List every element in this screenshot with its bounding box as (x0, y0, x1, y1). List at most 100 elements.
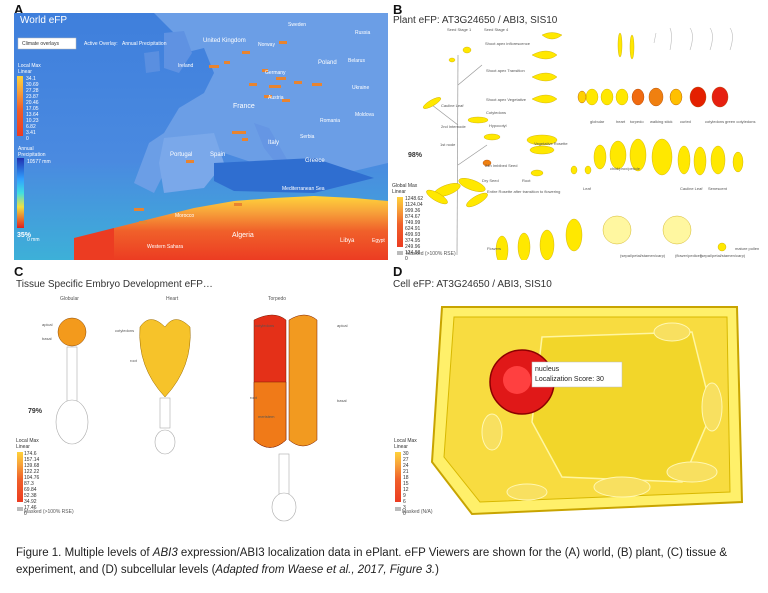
vacuole (531, 331, 713, 483)
diagram-label: Hypocotyl (489, 123, 507, 128)
map-land-italy (254, 123, 289, 171)
diagram-label: meristem (258, 414, 275, 419)
diagram-label: walking stick (650, 119, 673, 124)
diagram-label: Shoot apex Vegetative (486, 97, 527, 102)
diagram-label: (sepal/petal/stamen/carp) (700, 253, 746, 258)
legend-entry: 0 (24, 511, 27, 517)
diagram-label: Serbia (300, 134, 315, 140)
precipitation-legend-bar (17, 158, 24, 228)
cell-masked-label: Masked (N/A) (402, 509, 433, 515)
diagram-label: child/prox/petiole (610, 166, 641, 171)
diagram-label: globular (590, 119, 605, 124)
diagram-label: basal (337, 398, 347, 403)
diagram-label: Cauline Leaf (441, 103, 464, 108)
legend-entry: 9 (403, 493, 406, 499)
plant-legend-bar (397, 197, 403, 247)
organelles (481, 322, 723, 501)
legend-entry: 12 (403, 487, 409, 493)
diagram-label: France (233, 103, 255, 110)
legend-entry: 104.76 (24, 475, 40, 481)
figure-caption: Figure 1. Multiple levels of ABI3 expres… (16, 545, 756, 579)
diagram-label: 2nd Internode (441, 124, 466, 129)
cell-diagram[interactable] (392, 292, 754, 527)
legend-entry: 374.95 (405, 238, 421, 244)
map-sea-med (214, 158, 374, 193)
legend-entry: 27 (403, 457, 409, 463)
panel-letter-a: A (14, 2, 24, 17)
heart-suspensor (154, 397, 176, 455)
diagram-label: Cauline Leaf (680, 186, 703, 191)
local-max-legend-bar (17, 76, 23, 136)
diagram-label: Senescent (708, 186, 727, 191)
globular-embryo (57, 317, 87, 347)
diagram-label: Entire Rosette after transition to flowe… (487, 189, 561, 194)
diagram-label: root (130, 358, 137, 363)
diagram-label: Shoot apex Transition (486, 68, 525, 73)
legend-entry: 17.05 (26, 106, 39, 112)
embryo-stages (482, 86, 729, 167)
precip-min-label: 0 mm (27, 237, 40, 243)
legend-entry: 1124.04 (405, 202, 423, 208)
diagram-label: Seed Stage 1 (447, 27, 472, 32)
diagram-label: Ukraine (352, 85, 370, 91)
diagram-label: Algeria (232, 232, 254, 239)
diagram-label: heart (616, 119, 626, 124)
legend-entry: 30 (403, 451, 409, 457)
legend-entry: 13.64 (26, 112, 39, 118)
legend-entry: 3.41 (26, 130, 36, 136)
diagram-label: apical (42, 322, 53, 327)
diagram-label: (flower/pedicel) (675, 253, 703, 258)
diagram-label: Romania (320, 118, 341, 124)
legend-entry: 17.46 (24, 505, 37, 511)
diagram-label: Root (522, 178, 531, 183)
cell-legend-head: Local Max Linear (394, 438, 417, 450)
climate-overlays-button-label[interactable]: Climate overlays (22, 41, 59, 47)
diagram-label: Austria (268, 95, 284, 101)
diagram-label: (sepal/petal/stamen/carp) (620, 253, 666, 258)
embryo-legend-bar (17, 452, 23, 502)
diagram-label: basal (42, 336, 52, 341)
diagram-label: cotyledons (705, 119, 725, 124)
legend-entry: 23.87 (26, 94, 39, 100)
map-land-uk (164, 31, 192, 73)
precip-max-label: 10577 mm (27, 159, 51, 165)
legend-entry: 27.28 (26, 88, 39, 94)
world-map[interactable] (14, 13, 388, 260)
tissue-efp-title: Tissue Specific Embryo Development eFP… (16, 279, 213, 290)
diagram-label: curled (680, 119, 691, 124)
diagram-label: Italy (268, 140, 280, 146)
globular-suspensor (55, 346, 89, 445)
plant-efp-title: Plant eFP: AT3G24650 / ABI3, SIS10 (393, 15, 558, 26)
diagram-label: Ireland (178, 63, 194, 69)
diagram-label: Dry Seed (482, 178, 499, 183)
climate-overlays-button (17, 37, 77, 50)
torpedo-embryo-right (288, 314, 318, 447)
legend-entry: 249.96 (405, 244, 421, 250)
plant-efp-diagram[interactable] (392, 25, 754, 260)
seed-outlines (653, 27, 733, 51)
panel-letter-c: C (14, 264, 24, 279)
panel-letter-b: B (393, 2, 403, 17)
legend-entry: 18 (403, 475, 409, 481)
diagram-label: Portugal (170, 152, 193, 158)
world-efp-title: World eFP (20, 15, 68, 26)
legend-entry: 3 (403, 505, 406, 511)
diagram-label: cotyledons (115, 328, 135, 333)
legend-entry: 30.69 (26, 82, 39, 88)
diagram-label: United Kingdom (203, 38, 246, 44)
legend-entry: 24 (403, 463, 409, 469)
plant-legend-head: Global Max Linear (392, 183, 418, 195)
legend-entry: 499.93 (405, 232, 421, 238)
plant-percent: 98% (408, 152, 423, 159)
diagram-label: Leaf (583, 186, 591, 191)
diagram-label: Sweden (288, 22, 307, 28)
diagram-label: Belarus (348, 58, 365, 64)
diagram-label: Western Sahara (147, 244, 184, 250)
embryo-legend-head: Local Max Linear (16, 438, 39, 450)
legend-entry: 0 (403, 511, 406, 517)
caption-gene: ABI3 (152, 547, 178, 559)
caption-part-2: expression/ABI3 localization data in ePl… (16, 547, 728, 576)
diagram-label: Libya (340, 238, 355, 244)
torpedo-suspensor (271, 453, 297, 522)
embryo-diagram[interactable] (14, 292, 388, 527)
